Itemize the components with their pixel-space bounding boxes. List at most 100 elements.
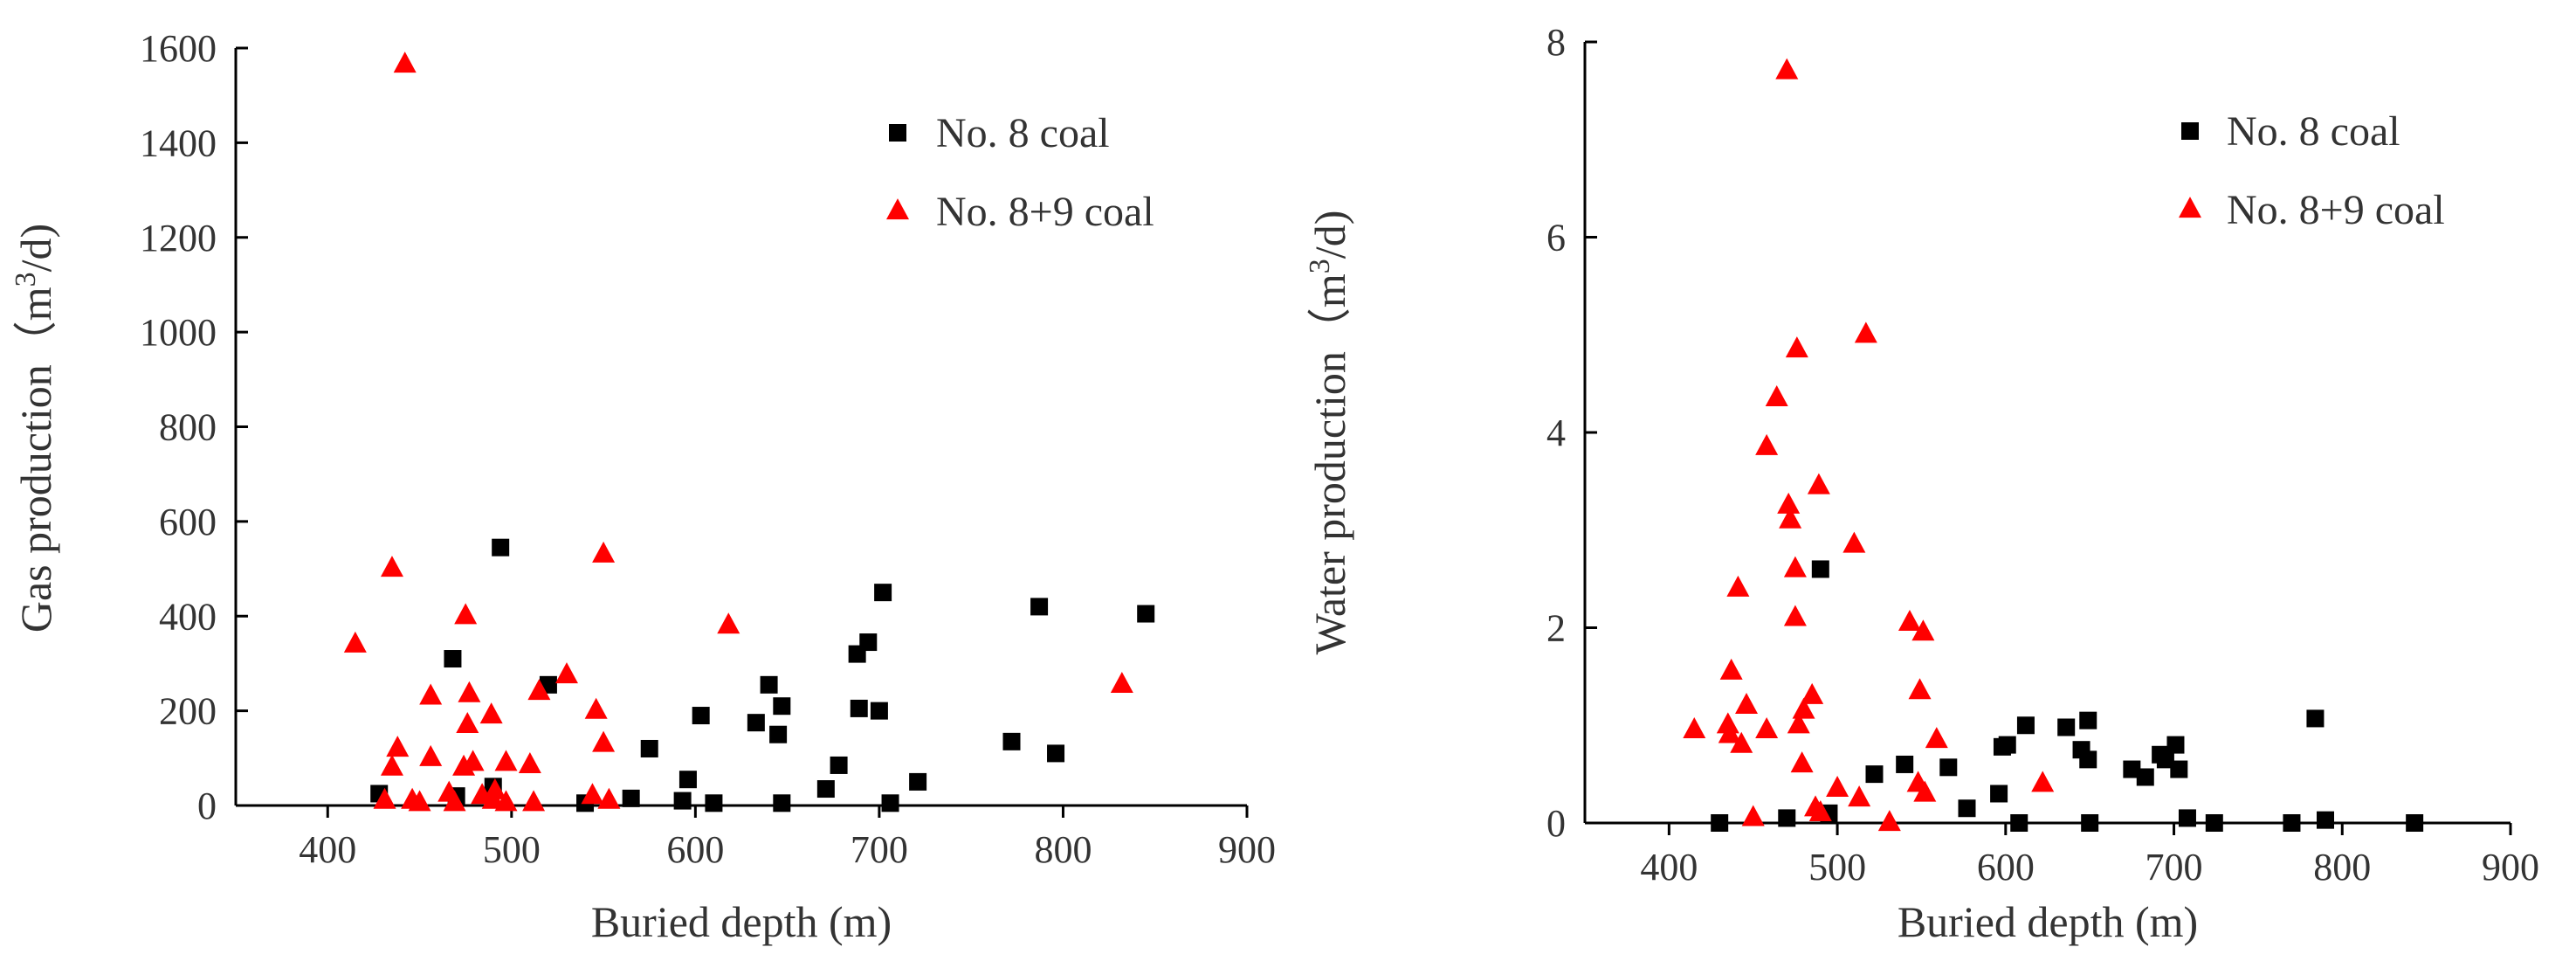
y-tick-label: 800 [159,406,217,449]
y-tick-label: 0 [197,785,217,827]
y-axis-title-superscript: 3 [1304,259,1336,273]
data-point-triangle [1790,751,1814,773]
legend-label: No. 8+9 coal [936,189,1154,235]
data-point-triangle [1842,531,1866,553]
data-point-triangle [1807,473,1830,494]
data-point-square [2057,718,2076,736]
y-axis-title-unit: /d) [11,224,60,273]
x-tick-label: 500 [483,828,541,871]
data-point-square [692,707,710,725]
data-point-triangle [443,790,466,812]
y-tick-label: 4 [1546,411,1566,454]
data-point-triangle [1110,671,1133,693]
data-point-triangle [522,790,546,812]
series-no8-9-coal [343,52,1133,812]
data-point-square [816,780,835,799]
data-point-square [1137,605,1155,623]
data-point-square [1998,736,2016,754]
data-point-triangle [1783,605,1807,626]
data-point-triangle [1898,610,1921,632]
data-point-square [2016,716,2035,735]
data-point-triangle [592,730,616,752]
data-point-triangle [1848,785,1871,807]
data-point-triangle [1726,575,1750,597]
data-point-triangle [1785,336,1808,358]
data-point-square [830,756,848,774]
x-axis-title: Buried depth (m) [591,897,892,946]
data-point-triangle [393,52,417,73]
data-point-square [705,794,723,812]
series-no8-coal [370,538,1155,812]
data-point-square [870,702,888,720]
data-point-triangle [461,750,485,771]
data-point-triangle [1779,507,1802,529]
data-point-triangle [581,783,604,805]
data-point-square [2079,750,2097,769]
data-point-square [850,699,868,717]
y-tick-label: 2 [1546,607,1566,650]
x-tick-label: 900 [2482,846,2539,888]
data-point-square [859,633,878,652]
x-tick-label: 800 [2313,846,2371,888]
data-point-triangle [386,736,410,757]
data-point-square [1047,744,1065,763]
data-point-triangle [1765,385,1788,407]
data-point-triangle [1777,492,1801,514]
y-axis-title-superscript: 3 [10,272,42,287]
legend: No. 8 coal No. 8+9 coal [2179,108,2445,233]
data-point-square [622,789,640,807]
data-point-square [1030,598,1049,616]
data-point-square [1778,809,1796,827]
data-point-triangle [458,681,481,702]
data-point-triangle [717,612,740,634]
data-point-triangle [1826,776,1849,798]
data-point-square [444,650,462,668]
y-tick-label: 1400 [140,121,217,164]
data-point-triangle [1775,58,1799,80]
data-point-triangle [592,541,616,563]
y-axis-title: Gas production（m3/d) [10,224,60,633]
data-point-square [2317,811,2334,829]
series-no8-9-coal [1683,58,2055,832]
data-point-square [2406,814,2424,832]
data-point-square [747,714,765,732]
data-point-square [1990,785,2008,803]
data-point-square [1865,765,1884,784]
data-point-square [2136,768,2154,786]
legend-marker [2179,197,2201,218]
data-point-triangle [1755,433,1779,455]
y-tick-label: 200 [159,690,217,733]
data-point-triangle [373,787,396,809]
data-point-square [1002,732,1021,750]
data-point-triangle [2031,771,2055,792]
data-point-square [909,772,927,791]
legend-label: No. 8+9 coal [2227,187,2445,233]
x-tick-label: 700 [2146,846,2203,888]
data-point-square [2170,760,2188,778]
data-point-triangle [380,556,403,577]
y-tick-label: 1600 [140,27,217,70]
data-point-triangle [1911,619,1935,641]
data-point-triangle [1716,712,1739,734]
data-point-triangle [479,702,503,724]
data-point-triangle [483,778,506,799]
data-point-triangle [1719,658,1743,680]
data-point-square [1958,799,1976,818]
data-point-triangle [1908,678,1932,700]
data-point-square [2283,814,2301,832]
x-tick-label: 800 [1034,828,1092,871]
x-tick-label: 600 [1977,846,2035,888]
x-tick-label: 900 [1218,828,1276,871]
data-point-square [2205,814,2223,832]
data-point-square [874,584,892,602]
data-point-square [773,697,791,716]
data-point-triangle [1801,682,1824,704]
data-point-triangle [1792,697,1815,719]
data-point-square [760,675,778,694]
data-point-square [881,794,899,812]
data-point-square [1939,758,1958,777]
data-point-triangle [1913,780,1937,802]
data-point-square [640,739,658,757]
data-point-triangle [456,712,479,734]
